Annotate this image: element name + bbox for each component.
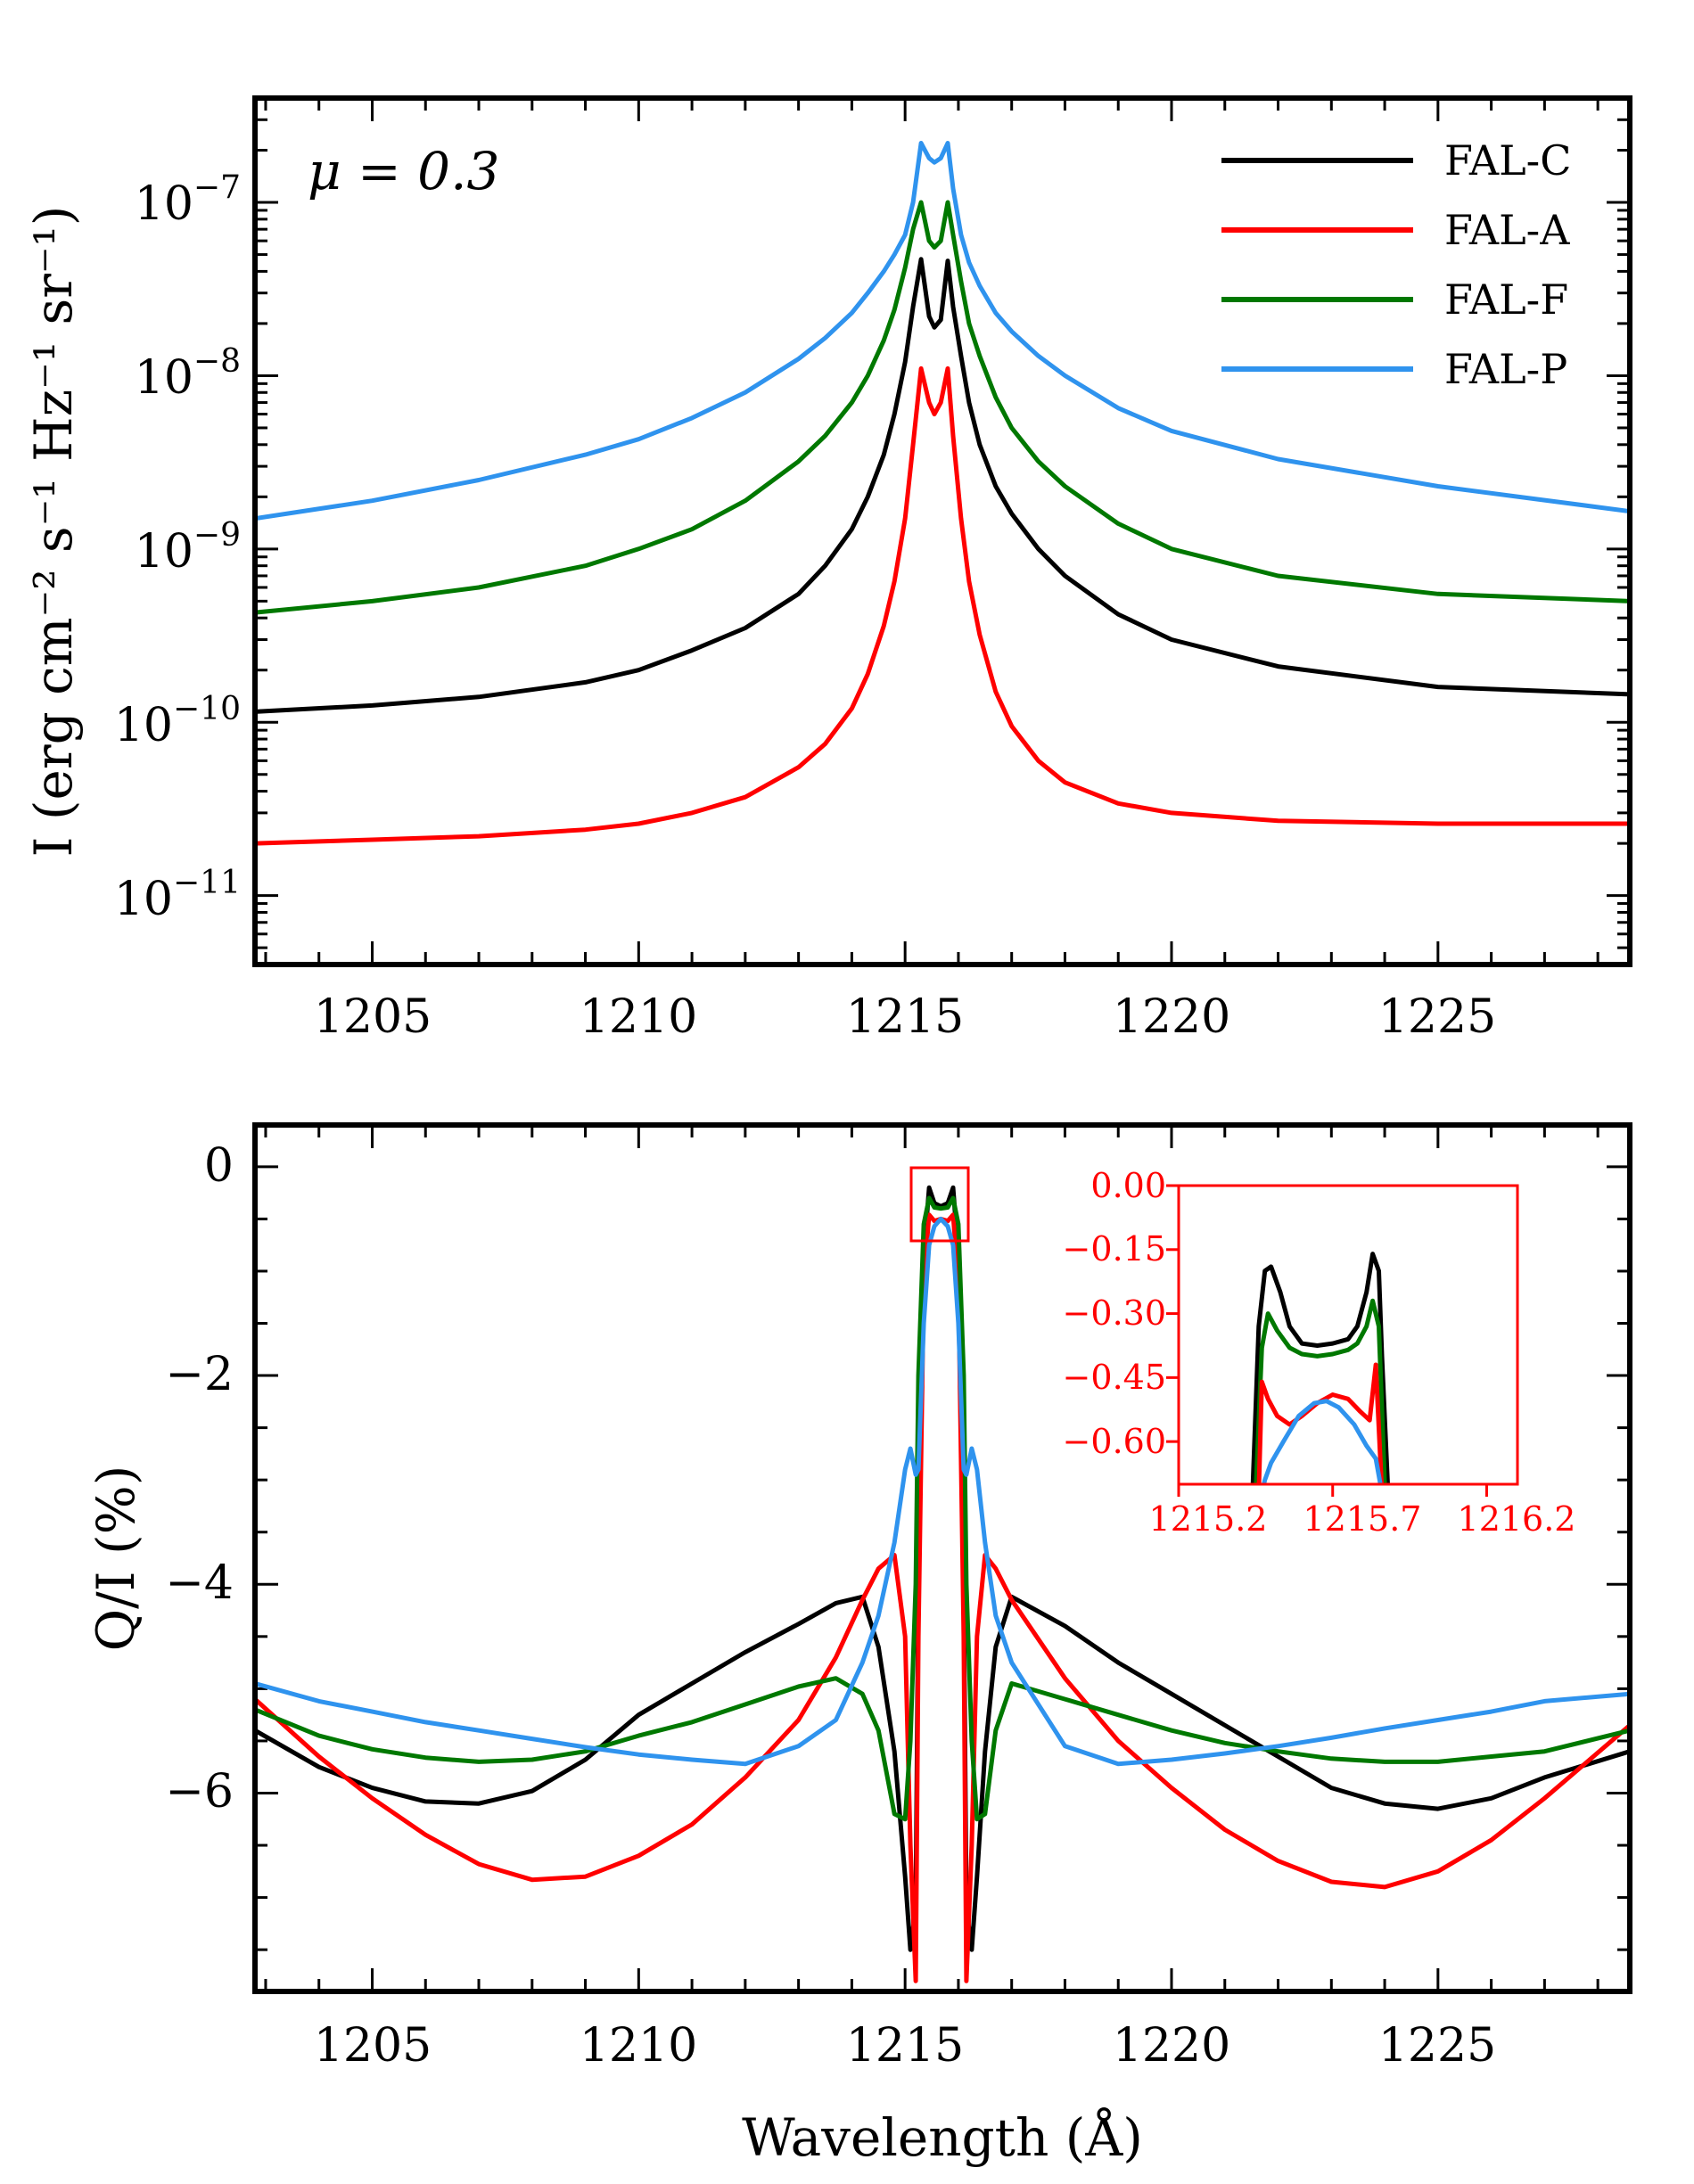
inset-line-fal-p xyxy=(1261,1399,1383,1484)
polarization-frame xyxy=(252,1122,1632,1994)
inset-ticks xyxy=(1166,1184,1488,1497)
x-tick-label: 1215 xyxy=(846,990,964,1044)
polarization-line-fal-f xyxy=(255,1195,1630,1822)
inset-y-tick-labels: 0.00 −0.15 −0.30 −0.45 −0.60 xyxy=(1063,1166,1166,1461)
x-tick-label: 1225 xyxy=(1378,2019,1496,2073)
y-tick-label: 10−7 xyxy=(135,169,241,231)
inset-frame xyxy=(1177,1184,1519,1486)
y-tick-label: 10−9 xyxy=(135,517,241,579)
polarization-series xyxy=(255,1185,1630,1983)
zoom-box xyxy=(909,1166,970,1243)
intensity-line-fal-c xyxy=(255,257,1630,714)
x-tick-label: 1220 xyxy=(1113,990,1230,1044)
intensity-panel: 1205 1210 1215 1220 1225 10−7 10−8 10−9 … xyxy=(23,95,1632,1044)
intensity-x-tick-labels: 1205 1210 1215 1220 1225 xyxy=(314,990,1496,1044)
polarization-x-tick-labels: 1205 1210 1215 1220 1225 xyxy=(314,2019,1496,2073)
inset-x-tick-label: 1215.2 xyxy=(1149,1499,1268,1539)
legend-label-fal-a: FAL-A xyxy=(1444,206,1570,254)
polarization-line-fal-c xyxy=(255,1185,1630,1952)
polarization-y-tick-labels: 0 −2 −4 −6 xyxy=(165,1139,234,1819)
x-tick-label: 1210 xyxy=(580,990,697,1044)
legend-label-fal-f: FAL-F xyxy=(1444,275,1568,324)
inset-zoom: 1215.2 1215.7 1216.2 0.00 −0.15 −0.30 −0… xyxy=(1063,1166,1576,1539)
inset-x-tick-label: 1216.2 xyxy=(1458,1499,1576,1539)
inset-y-tick-label: −0.45 xyxy=(1063,1358,1166,1397)
intensity-frame xyxy=(252,95,1632,967)
mu-annotation: μ = 0.3 xyxy=(308,141,499,201)
intensity-y-tick-labels: 10−7 10−8 10−9 10−10 10−11 xyxy=(114,169,241,926)
legend-label-fal-c: FAL-C xyxy=(1444,136,1571,185)
inset-line-fal-c xyxy=(1250,1252,1390,1484)
legend-label-fal-p: FAL-P xyxy=(1444,345,1567,393)
y-tick-label: −6 xyxy=(165,1765,234,1819)
intensity-line-fal-p xyxy=(255,141,1630,521)
polarization-y-axis-title: Q/I (%) xyxy=(86,1466,146,1652)
intensity-y-axis-title: I (erg cm⁻² s⁻¹ Hz⁻¹ sr⁻¹) xyxy=(23,206,84,858)
x-tick-label: 1210 xyxy=(580,2019,697,2073)
x-tick-label: 1225 xyxy=(1378,990,1496,1044)
x-axis-title: Wavelength (Å) xyxy=(742,2107,1143,2168)
inset-x-tick-labels: 1215.2 1215.7 1216.2 xyxy=(1149,1499,1576,1539)
intensity-line-fal-f xyxy=(255,200,1630,615)
legend: FAL-C FAL-A FAL-F FAL-P xyxy=(1221,136,1571,393)
inset-y-tick-label: −0.15 xyxy=(1063,1229,1166,1269)
x-tick-label: 1205 xyxy=(314,990,432,1044)
x-tick-label: 1215 xyxy=(846,2019,964,2073)
x-tick-label: 1205 xyxy=(314,2019,432,2073)
inset-series xyxy=(1250,1252,1390,1484)
y-tick-label: 10−11 xyxy=(114,865,241,926)
y-tick-label: 0 xyxy=(204,1139,234,1193)
polarization-line-fal-p xyxy=(255,1216,1630,1767)
y-tick-label: 10−10 xyxy=(114,691,241,752)
intensity-line-fal-a xyxy=(255,365,1630,846)
x-tick-label: 1220 xyxy=(1113,2019,1230,2073)
y-tick-label: −4 xyxy=(165,1556,234,1610)
y-tick-label: −2 xyxy=(165,1348,234,1401)
inset-y-tick-label: −0.60 xyxy=(1063,1422,1166,1461)
polarization-panel: 1205 1210 1215 1220 1225 0 −2 −4 −6 Q/I … xyxy=(86,1122,1632,2168)
intensity-series xyxy=(255,141,1630,846)
inset-background xyxy=(1179,1186,1517,1484)
y-tick-label: 10−8 xyxy=(135,343,241,405)
inset-line-fal-f xyxy=(1254,1298,1387,1484)
inset-x-tick-label: 1215.7 xyxy=(1303,1499,1422,1539)
inset-y-tick-label: −0.30 xyxy=(1063,1293,1166,1333)
inset-y-tick-label: 0.00 xyxy=(1090,1166,1166,1205)
